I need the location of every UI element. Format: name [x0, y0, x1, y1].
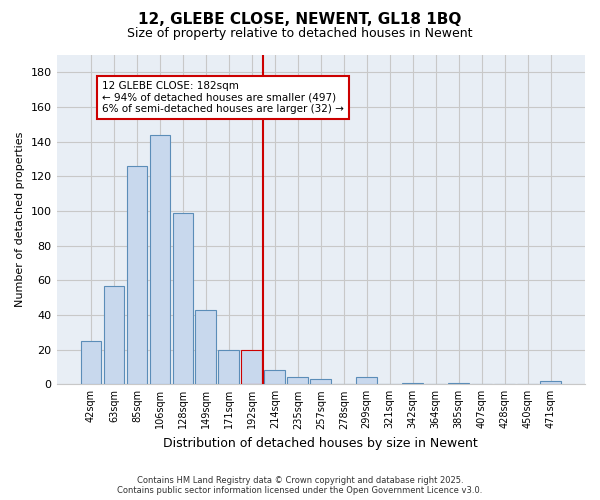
Bar [287, 378, 308, 384]
Bar [540, 381, 561, 384]
Bar [448, 382, 469, 384]
Bar [265, 370, 285, 384]
Bar [218, 350, 239, 384]
Text: Contains HM Land Registry data © Crown copyright and database right 2025.
Contai: Contains HM Land Registry data © Crown c… [118, 476, 482, 495]
Bar [241, 350, 262, 384]
Bar [104, 286, 124, 384]
Bar [403, 382, 423, 384]
Bar [196, 310, 216, 384]
Bar [356, 378, 377, 384]
X-axis label: Distribution of detached houses by size in Newent: Distribution of detached houses by size … [163, 437, 478, 450]
Bar [173, 212, 193, 384]
Text: 12 GLEBE CLOSE: 182sqm
← 94% of detached houses are smaller (497)
6% of semi-det: 12 GLEBE CLOSE: 182sqm ← 94% of detached… [103, 81, 344, 114]
Bar [310, 379, 331, 384]
Bar [127, 166, 147, 384]
Bar [149, 134, 170, 384]
Text: 12, GLEBE CLOSE, NEWENT, GL18 1BQ: 12, GLEBE CLOSE, NEWENT, GL18 1BQ [139, 12, 461, 28]
Y-axis label: Number of detached properties: Number of detached properties [15, 132, 25, 308]
Bar [80, 341, 101, 384]
Text: Size of property relative to detached houses in Newent: Size of property relative to detached ho… [127, 28, 473, 40]
